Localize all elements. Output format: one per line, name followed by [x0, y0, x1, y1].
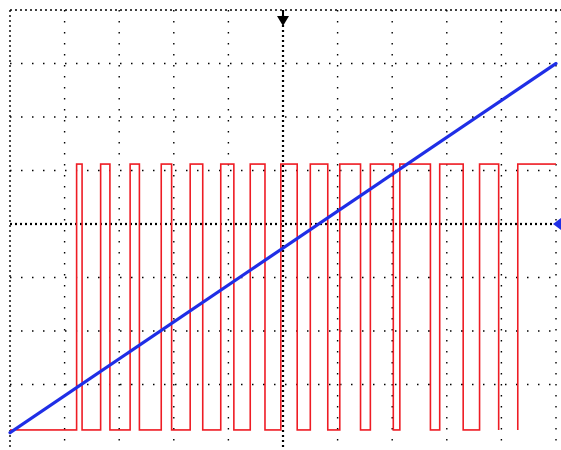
ramp-trace	[8, 61, 558, 435]
markers	[277, 10, 561, 230]
graticule	[9, 9, 561, 448]
pwm-trace	[10, 163, 500, 431]
pwm-trace-tail	[516, 163, 556, 430]
level-marker-icon	[553, 218, 561, 230]
trigger-marker-icon	[277, 16, 289, 26]
traces	[8, 61, 558, 435]
